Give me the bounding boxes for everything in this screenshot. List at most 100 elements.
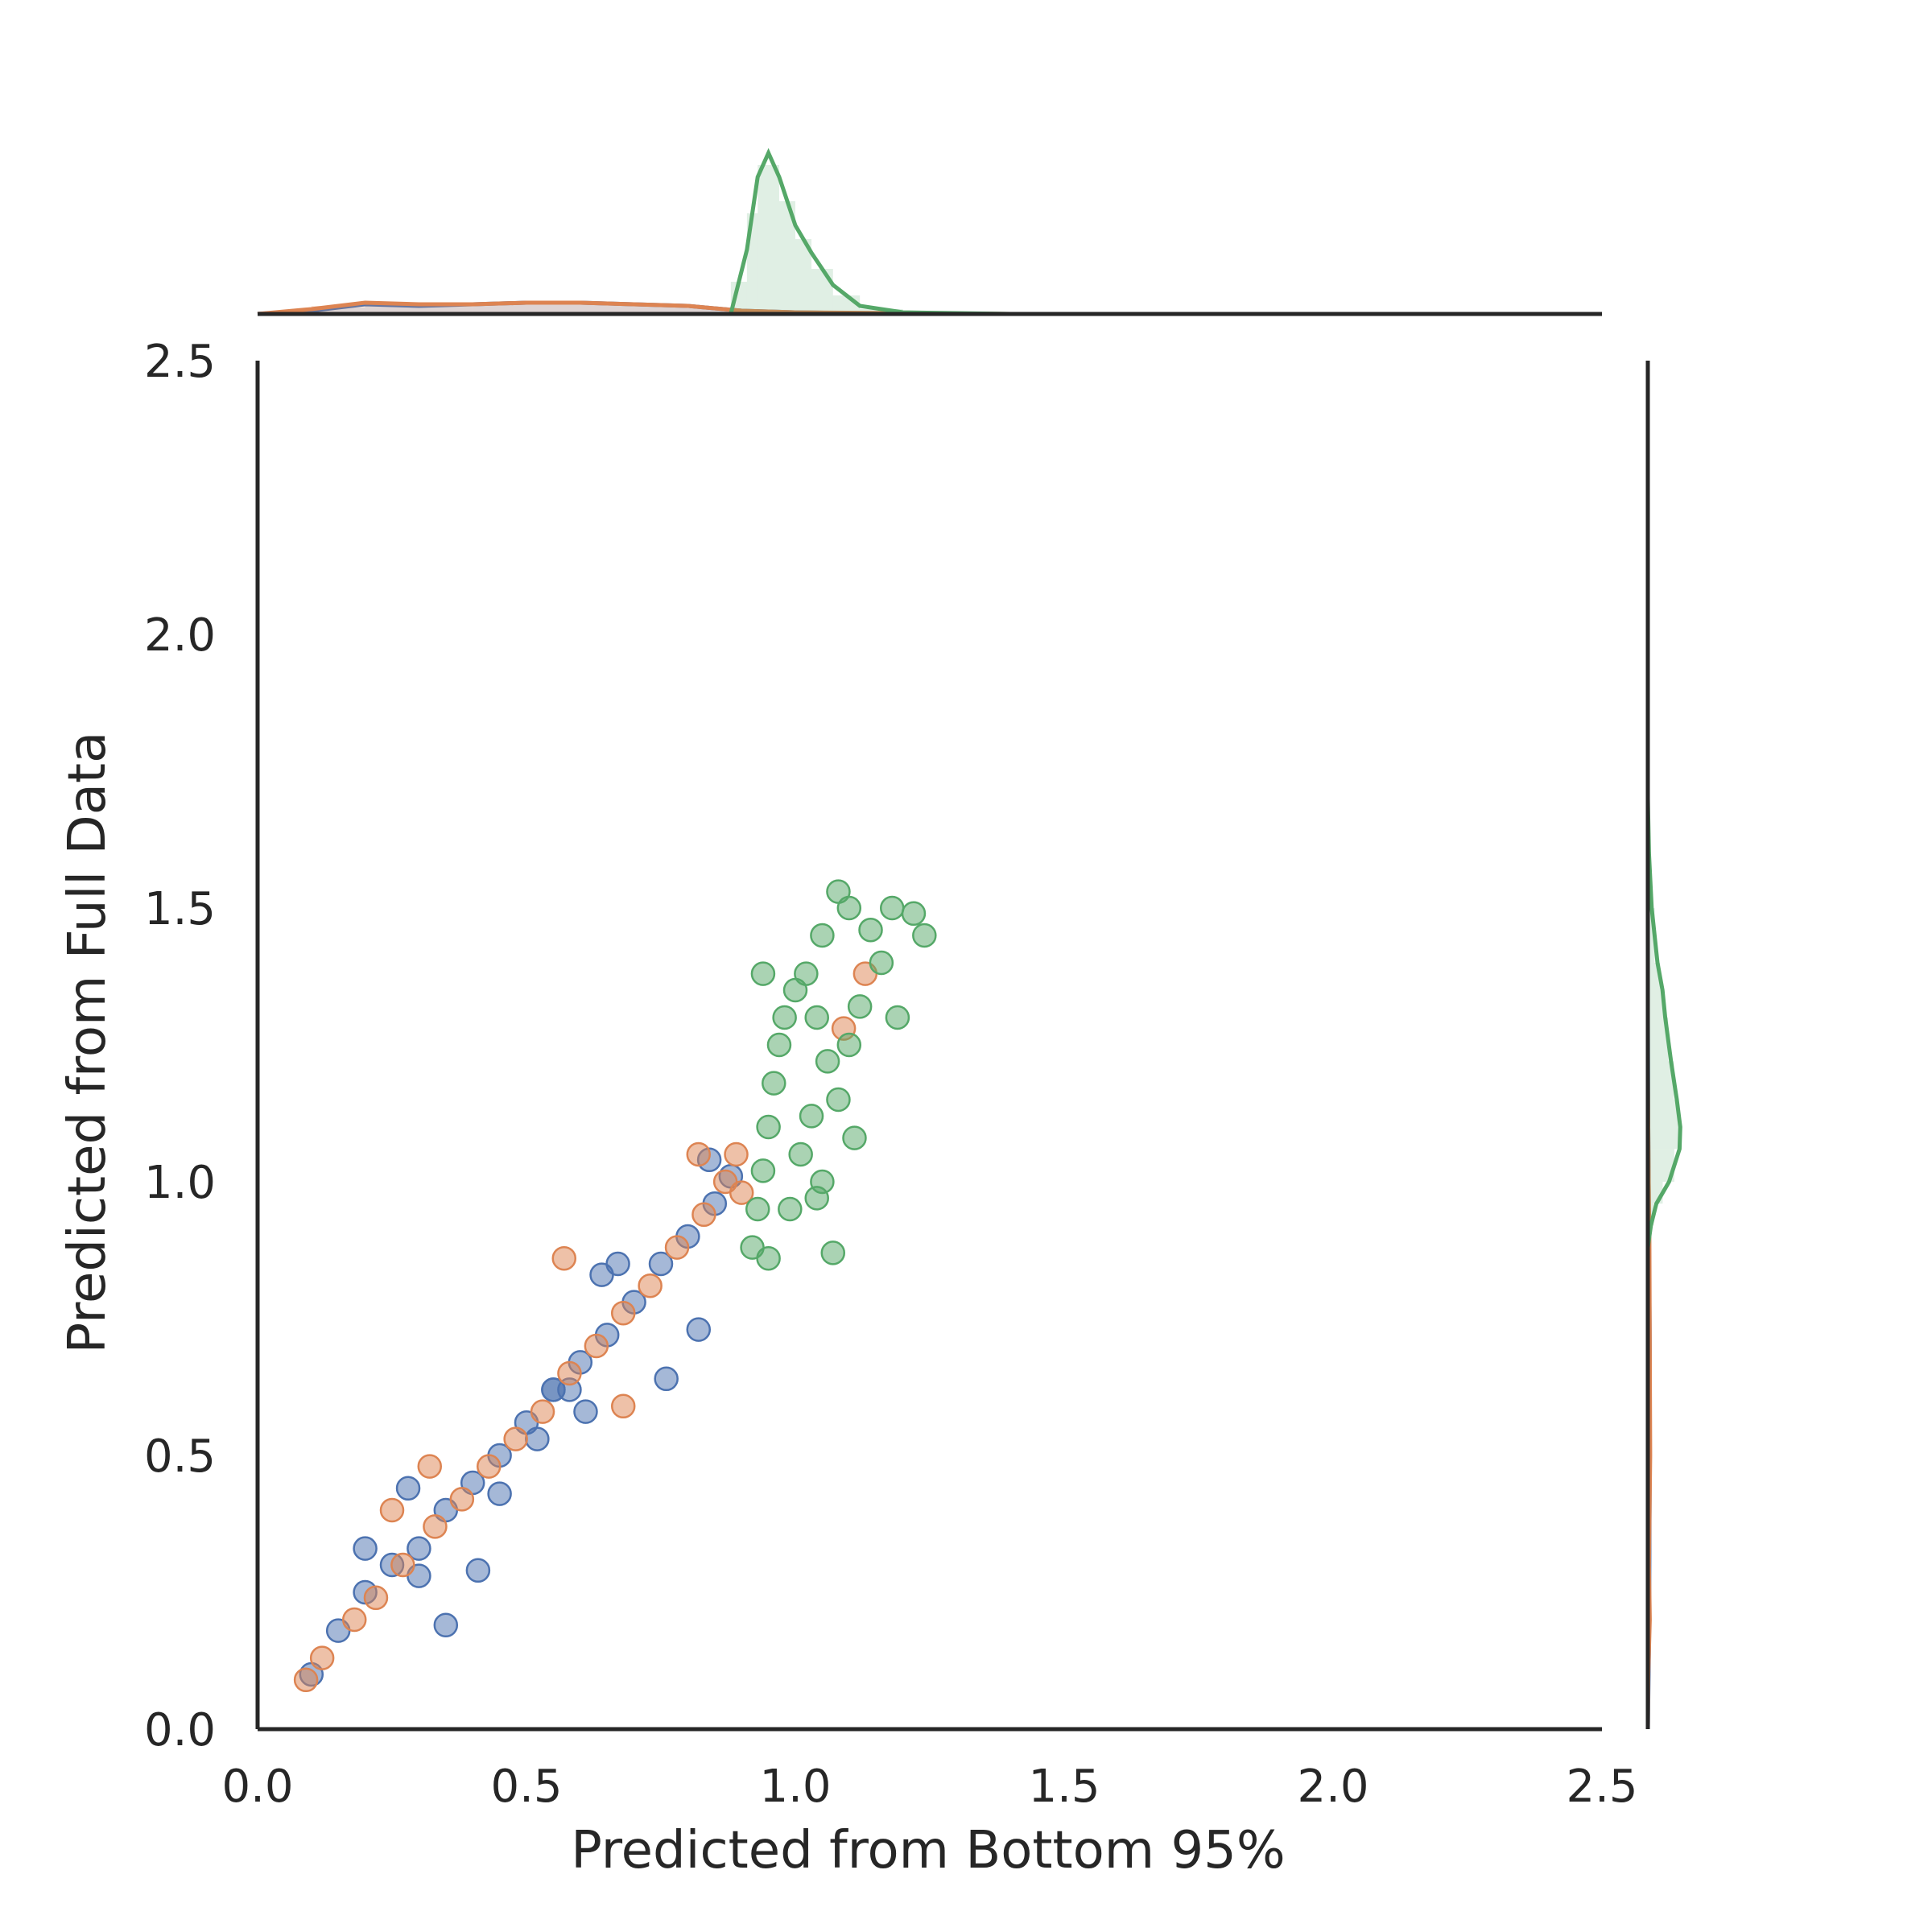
scatter-point <box>858 917 883 943</box>
scatter-point <box>530 1399 555 1424</box>
scatter-point <box>836 1032 862 1058</box>
top-histogram-bar <box>311 306 365 314</box>
top-histogram-bar <box>860 309 903 314</box>
scatter-point <box>729 1180 754 1205</box>
top-histogram-bar <box>687 308 742 314</box>
scatter-point <box>756 1114 781 1140</box>
scatter-point <box>573 1399 598 1424</box>
scatter-point <box>879 895 905 921</box>
scatter-point <box>686 1141 712 1167</box>
x-axis-label: Predicted from Bottom 95% <box>571 1821 1285 1880</box>
top-histogram-bar <box>580 303 634 314</box>
scatter-point <box>433 1612 459 1638</box>
right-histogram-bar <box>1648 1061 1674 1100</box>
scatter-point <box>379 1497 405 1523</box>
scatter-point <box>423 1514 448 1539</box>
scatter-point <box>691 1202 716 1228</box>
top-histogram-bar <box>811 269 833 314</box>
scatter-point <box>815 1049 840 1074</box>
scatter-point <box>363 1585 389 1611</box>
scatter-point <box>309 1645 335 1670</box>
scatter-point <box>654 1366 679 1392</box>
axes <box>255 312 1650 1732</box>
scatter-point <box>820 1241 846 1265</box>
x-tick-label: 1.0 <box>759 1761 831 1813</box>
top-histogram-bar <box>419 305 473 314</box>
scatter-point <box>766 1032 792 1058</box>
scatter-point <box>847 994 873 1019</box>
scatter-point <box>525 1426 550 1451</box>
top-histogram-bar <box>365 303 419 314</box>
scatter-point <box>745 1196 770 1222</box>
scatter-point <box>584 1333 609 1359</box>
scatter-point <box>686 1317 712 1342</box>
scatter-point <box>638 1273 663 1298</box>
scatter-point <box>449 1487 475 1512</box>
scatter-point <box>826 1087 851 1113</box>
scatter-point <box>912 923 937 948</box>
scatter-point <box>551 1245 577 1271</box>
right-marginal-density <box>1645 798 1682 1730</box>
scatter-point <box>390 1552 415 1578</box>
scatter-point <box>756 1245 781 1271</box>
top-histogram-bar <box>634 305 688 314</box>
tick-labels: 0.0 0.5 1.0 1.5 2.0 2.5 0.0 0.5 1.0 1.5 2.0 2.5 <box>144 336 1638 1813</box>
right-kde-line <box>1645 798 1682 1248</box>
scatter-point <box>901 901 927 927</box>
scatter-point <box>648 1251 674 1277</box>
top-marginal-density <box>257 147 1011 316</box>
x-tick-label: 0.5 <box>490 1761 562 1813</box>
top-histogram-bar <box>768 165 779 314</box>
scatter-point <box>465 1558 491 1583</box>
scatter-point <box>750 961 776 986</box>
scatter-point <box>503 1426 528 1451</box>
scatter-point <box>557 1360 582 1386</box>
y-tick-label: 2.0 <box>144 609 216 662</box>
top-histogram-bar <box>473 303 526 314</box>
scatter-point <box>664 1235 690 1260</box>
scatter-point <box>605 1251 630 1277</box>
top-histogram-bar <box>778 201 795 314</box>
scatter-point <box>610 1300 636 1326</box>
scatter-point <box>799 1104 824 1129</box>
scatter-point <box>353 1536 378 1561</box>
scatter-point <box>804 1186 829 1211</box>
scatter-point <box>476 1454 502 1479</box>
top-histogram-bar <box>687 308 742 314</box>
scatter-point <box>885 1005 910 1030</box>
x-tick-label: 2.0 <box>1297 1761 1368 1813</box>
scatter-point <box>772 1005 797 1030</box>
scatter-point <box>293 1667 319 1693</box>
scatter-point <box>810 923 835 948</box>
right-histogram-bar <box>1648 1203 1654 1226</box>
top-histogram-bar <box>365 305 419 314</box>
top-histogram-bar <box>526 303 580 314</box>
scatter-point <box>794 961 819 986</box>
scatter-point <box>487 1481 512 1506</box>
scatter-point <box>417 1454 443 1479</box>
right-histogram-bar <box>1648 990 1664 1018</box>
scatter-point <box>395 1476 421 1501</box>
scatter-point <box>341 1607 367 1633</box>
x-tick-label: 2.5 <box>1566 1761 1637 1813</box>
scatter-point <box>788 1141 813 1167</box>
top-histogram-bar <box>419 304 473 314</box>
scatter-points <box>293 879 937 1693</box>
top-histogram-bar <box>526 303 580 314</box>
scatter-point <box>610 1393 636 1419</box>
top-kde-line <box>729 147 1011 316</box>
y-tick-label: 1.0 <box>144 1157 216 1209</box>
scatter-point <box>869 950 894 976</box>
x-tick-label: 1.5 <box>1028 1761 1100 1813</box>
y-axis-label: Predicted from Full Data <box>58 732 118 1354</box>
scatter-point <box>804 1005 829 1030</box>
y-tick-label: 0.0 <box>144 1704 216 1757</box>
scatter-point <box>842 1125 867 1150</box>
top-histogram-bar <box>580 303 634 314</box>
top-histogram-bar <box>758 165 769 314</box>
top-kde-line <box>257 300 1011 316</box>
y-tick-label: 1.5 <box>144 883 216 935</box>
y-tick-label: 2.5 <box>144 336 216 388</box>
scatter-point <box>826 879 851 904</box>
scatter-point <box>750 1158 776 1183</box>
